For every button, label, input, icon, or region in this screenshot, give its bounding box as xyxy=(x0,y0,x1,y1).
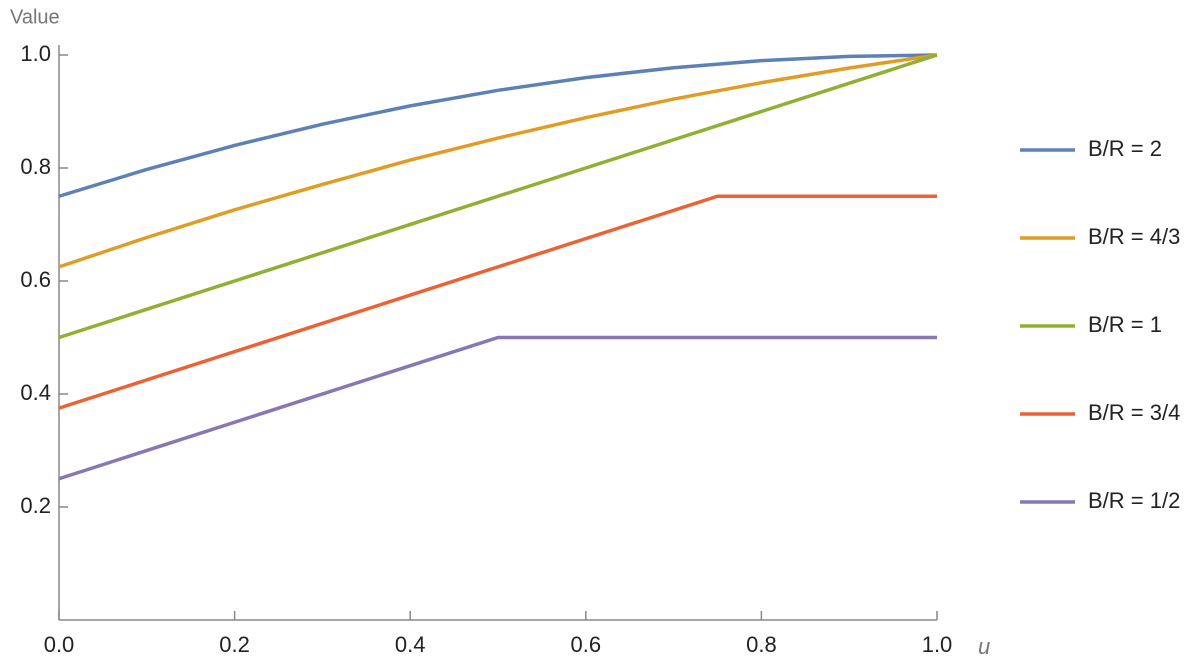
line xyxy=(58,53,938,269)
legend-label: B/R = 2 xyxy=(1088,136,1162,161)
legend-label: B/R = 1/2 xyxy=(1088,488,1180,513)
line xyxy=(58,194,937,410)
y-tick-label: 0.2 xyxy=(20,493,51,518)
y-tick-label: 1.0 xyxy=(20,41,51,66)
line xyxy=(58,53,938,198)
x-axis-label: u xyxy=(978,634,990,659)
x-tick-label: 0.0 xyxy=(44,632,75,657)
x-tick-label: 0.6 xyxy=(571,632,602,657)
line xyxy=(58,335,937,481)
x-tick-label: 0.2 xyxy=(219,632,250,657)
legend-label: B/R = 1 xyxy=(1088,312,1162,337)
x-tick-label: 0.8 xyxy=(746,632,777,657)
y-tick-label: 0.8 xyxy=(20,154,51,179)
legend-label: B/R = 3/4 xyxy=(1088,400,1180,425)
x-tick-label: 1.0 xyxy=(922,632,953,657)
line xyxy=(58,53,938,340)
legend-label: B/R = 4/3 xyxy=(1088,224,1180,249)
y-tick-label: 0.4 xyxy=(20,380,51,405)
y-tick-label: 0.6 xyxy=(20,267,51,292)
y-axis-label: Value xyxy=(10,6,60,28)
x-tick-label: 0.4 xyxy=(395,632,426,657)
